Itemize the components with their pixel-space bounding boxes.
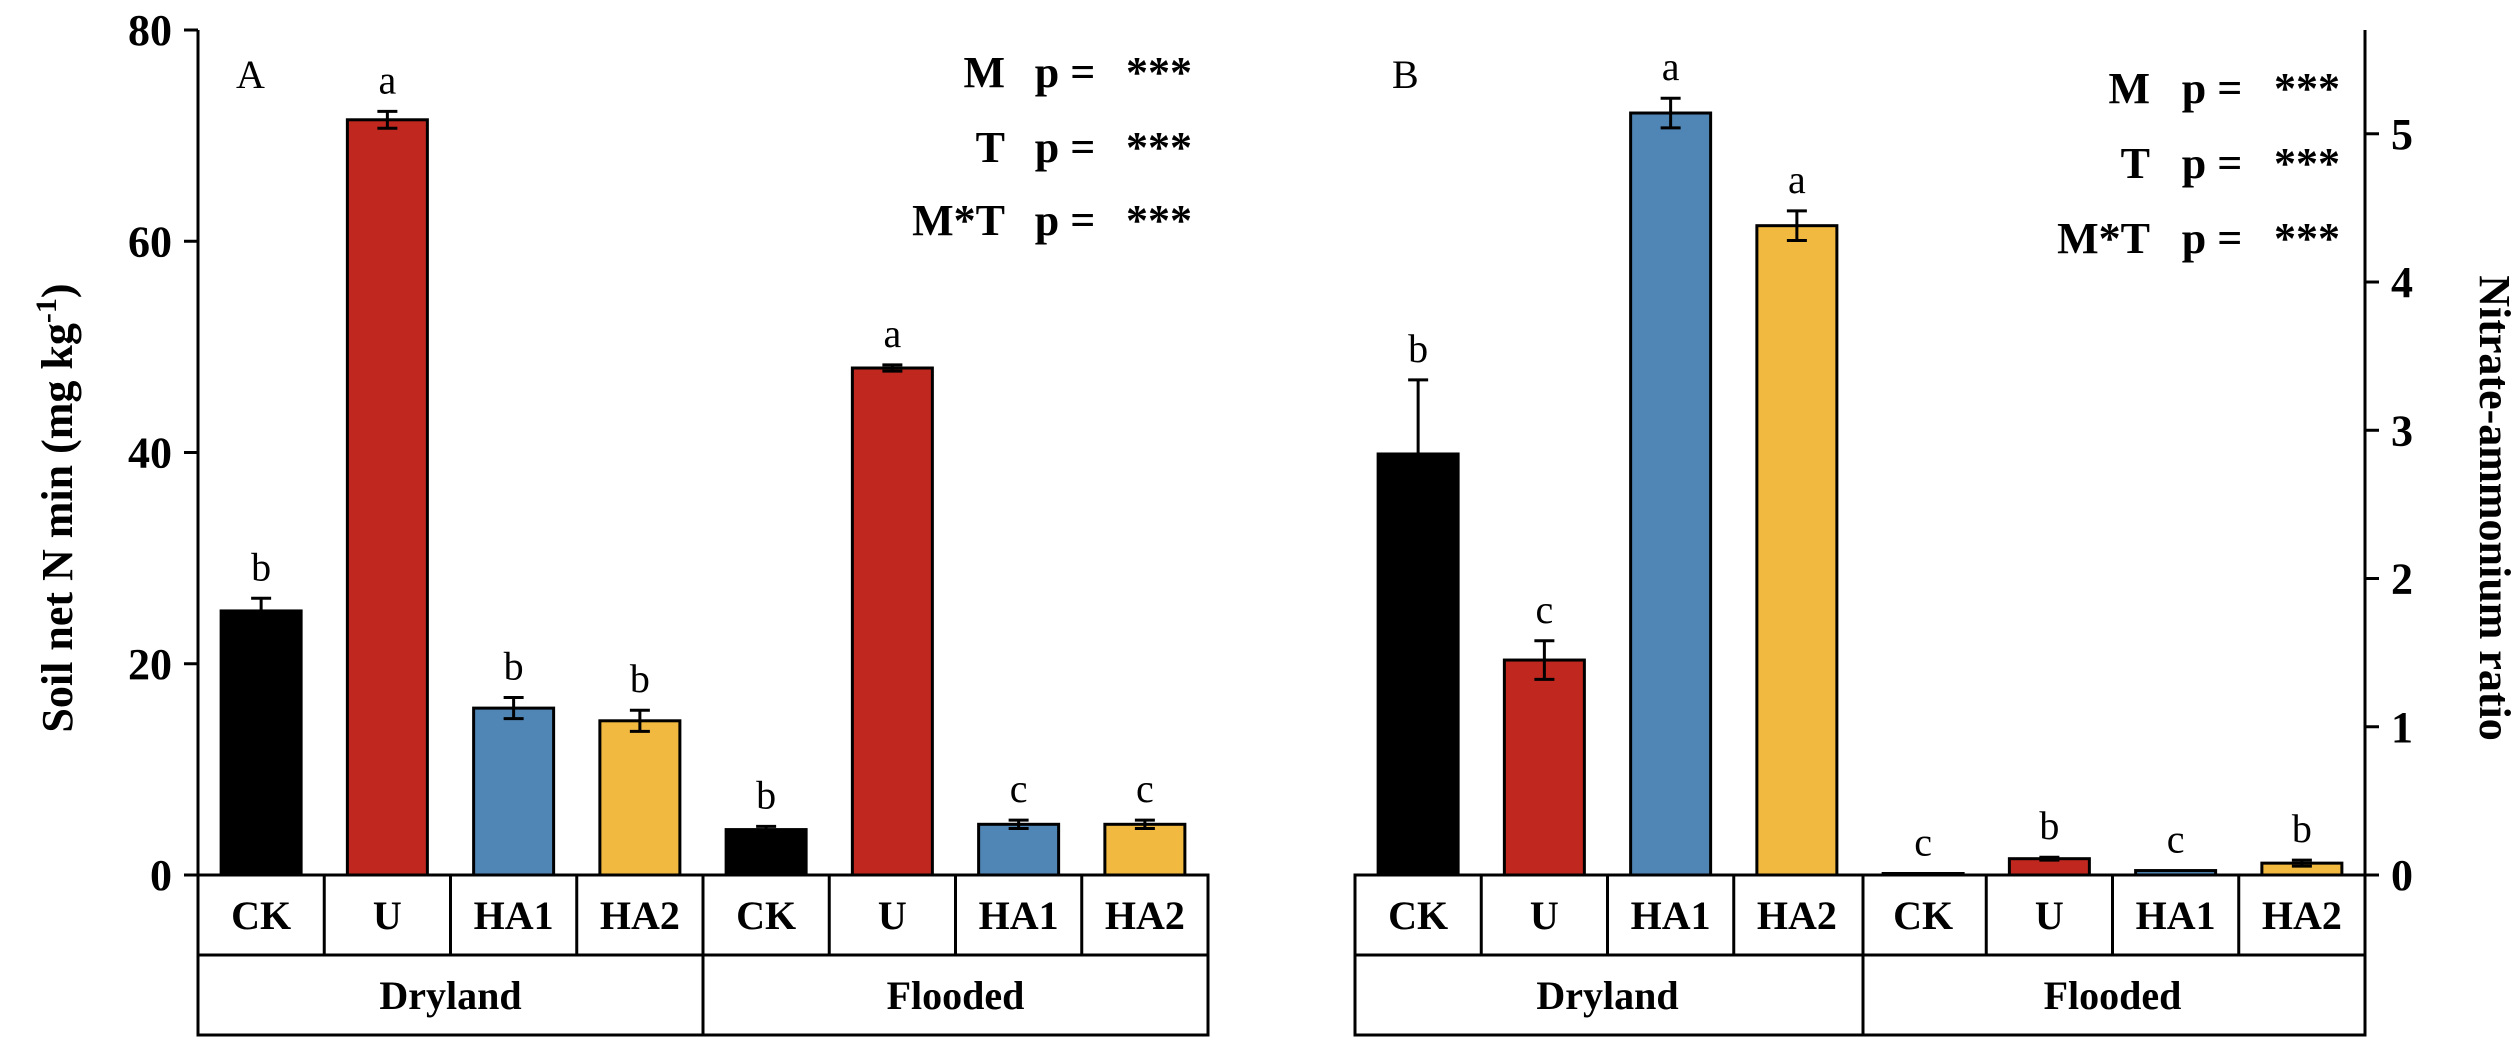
panel-b-y-tick-label: 3 (2391, 406, 2413, 455)
panel-a-letter: A (236, 52, 265, 97)
panel-a-category-label: U (878, 893, 907, 938)
panel-a-significance-letter: a (378, 57, 396, 102)
panel-b-stat-value: *** (2274, 214, 2340, 263)
panel-b-category-label: CK (1893, 893, 1953, 938)
panel-a-plot-area: 0 20 40 60 80 b CK a Ub HA1 b HA2 Dryland b CK a Uc HA1 c H… (128, 6, 1210, 1037)
panel-a-y-tick-label: 0 (150, 851, 172, 900)
panel-a-significance-letter: b (756, 772, 776, 817)
panel-b-significance-letter: c (1914, 820, 1932, 865)
panel-a-significance-letter: c (1136, 766, 1154, 811)
panel-a-category-label: CK (736, 893, 796, 938)
panel-a-category-label: U (373, 893, 402, 938)
panel-a-category-label: HA1 (474, 893, 554, 938)
panel-b-plot-area: 012345bCKcUaHA1aHA2DrylandcCKbUcHA1bHA2F… (1353, 30, 2413, 1037)
panel-b-stat-p: p = (2182, 139, 2243, 188)
panel-a-group-label: Flooded (887, 973, 1025, 1018)
panel-a-stat-label: M (963, 48, 1005, 97)
panel-b-y-tick-label: 2 (2391, 555, 2413, 604)
panel-a-y-tick-label: 80 (128, 6, 172, 55)
panel-a-significance-letter: b (504, 644, 524, 689)
panel-a-y-tick-label: 20 (128, 640, 172, 689)
panel-a-stat-label: M*T (912, 196, 1005, 245)
panel-a-bar (598, 719, 682, 877)
panel-a-y-tick-label: 40 (128, 429, 172, 478)
panel-b-stat-label: T (2121, 139, 2150, 188)
panel-a-category-label: HA1 (979, 893, 1059, 938)
panel-b-significance-letter: c (2167, 817, 2185, 862)
panel-b-bar (1881, 872, 1965, 877)
panel-b-group-label: Flooded (2044, 973, 2182, 1018)
panel-a-stat-value: *** (1126, 48, 1192, 97)
panel-b-significance-letter: c (1535, 587, 1553, 632)
panel-a-bar (345, 118, 429, 877)
panel-b-category-label: HA1 (2136, 893, 2216, 938)
panel-a-significance-letter: a (883, 311, 901, 356)
panel-a-bar (219, 609, 303, 877)
panel-b-y-tick-label: 1 (2391, 703, 2413, 752)
panel-a-category-label: HA2 (600, 893, 680, 938)
panel-b-category-label: U (1530, 893, 1559, 938)
panel-b-category-label: HA2 (1757, 893, 1837, 938)
panel-b-stat-p: p = (2182, 214, 2243, 263)
panel-b-y-tick-label: 4 (2391, 258, 2413, 307)
panel-a-bar (472, 706, 556, 877)
panel-a-y-tick-label: 60 (128, 217, 172, 266)
panel-a-category-label: CK (231, 893, 291, 938)
panel-a-group-label: Dryland (379, 973, 521, 1018)
panel-a-bar (977, 822, 1061, 877)
panel-a-stat-p: p = (1035, 123, 1096, 172)
panel-b-y-axis-title: Nitrate-ammonium ratio (2470, 275, 2519, 741)
panel-a-significance-letter: c (1010, 766, 1028, 811)
panel-a-significance-letter: b (630, 656, 650, 701)
panel-b-y-tick-label: 5 (2391, 110, 2413, 159)
panel-a-stat-p: p = (1035, 48, 1096, 97)
panel-b-bar (1502, 658, 1586, 877)
panel-b-significance-letter: b (2039, 803, 2059, 848)
panel-b-significance-letter: a (1788, 157, 1806, 202)
panel-b-category-label: HA1 (1631, 893, 1711, 938)
panel-b-bar (1755, 224, 1839, 877)
panel-b-bar (1629, 111, 1713, 877)
panel-a-significance-letter: b (251, 544, 271, 589)
panel-b-group-label: Dryland (1536, 973, 1678, 1018)
panel-b-stat-value: *** (2274, 64, 2340, 113)
panel-b-category-label: HA2 (2262, 893, 2342, 938)
panel-b-y-tick-label: 0 (2391, 851, 2413, 900)
panel-b-category-label: U (2035, 893, 2064, 938)
panel-b-stat-label: M (2108, 64, 2150, 113)
panel-a-stat-p: p = (1035, 196, 1096, 245)
panel-b-letter: B (1392, 52, 1419, 97)
panel-a-category-label: HA2 (1105, 893, 1185, 938)
panel-b-bar (2134, 869, 2218, 877)
panel-a-stat-label: T (976, 123, 1005, 172)
panel-a-bar (724, 828, 808, 877)
panel-b-stat-p: p = (2182, 64, 2243, 113)
panel-b-stat-label: M*T (2057, 214, 2150, 263)
panel-b-stat-value: *** (2274, 139, 2340, 188)
panel-b-significance-letter: b (2292, 806, 2312, 851)
panel-b-category-label: CK (1388, 893, 1448, 938)
panel-a-stat-value: *** (1126, 196, 1192, 245)
panel-a-stat-value: *** (1126, 123, 1192, 172)
panel-a-bar (1103, 822, 1187, 877)
panel-a-bar (850, 366, 934, 877)
panel-b-significance-letter: b (1408, 326, 1428, 371)
panel-a-y-axis-title: Soil net N min (mg kg-1) (30, 283, 82, 732)
panel-b-significance-letter: a (1662, 44, 1680, 89)
